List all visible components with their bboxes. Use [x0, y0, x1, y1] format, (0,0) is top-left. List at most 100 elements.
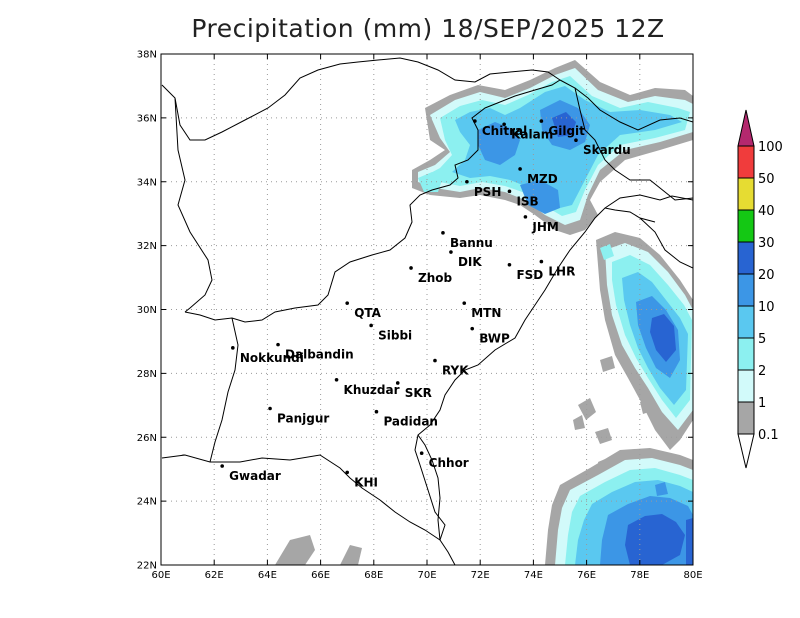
city-label: Padidan	[383, 415, 438, 429]
colorbar-box	[737, 337, 755, 371]
x-tick-label: 64E	[258, 570, 277, 581]
city-marker	[334, 377, 339, 382]
country-borders	[161, 57, 693, 565]
colorbar: 100 50 40 30 20 10 5 2 1 0.1	[737, 109, 783, 469]
colorbar-label: 40	[758, 204, 775, 219]
colorbar-label: 30	[758, 236, 775, 251]
city-marker	[268, 406, 272, 411]
india-china-border	[559, 79, 693, 131]
colorbar-box	[737, 177, 755, 211]
colorbar-label: 1	[758, 396, 766, 411]
city-marker	[539, 259, 544, 264]
y-axis: 22N 24N 26N 28N 30N 32N 34N 36N 38N	[137, 50, 693, 572]
city-marker	[433, 358, 437, 363]
y-tick-label: 22N	[137, 561, 157, 572]
city-marker	[441, 231, 445, 235]
city-label: BWP	[479, 332, 510, 346]
x-tick-label: 76E	[577, 570, 596, 581]
city-marker	[345, 470, 350, 475]
city-marker	[574, 138, 578, 143]
city-marker	[220, 464, 224, 468]
lat-lon-grid	[161, 54, 693, 565]
city-label: Kalam	[511, 127, 553, 141]
colorbar-label: 2	[758, 364, 766, 379]
city-label: Khuzdar	[344, 383, 400, 397]
chart-title: Precipitation (mm) 18/SEP/2025 12Z	[191, 14, 665, 43]
y-tick-label: 24N	[137, 497, 157, 508]
city-label: FSD	[516, 268, 543, 282]
colorbar-label: 50	[758, 172, 775, 187]
colorbar-label: 10	[758, 300, 775, 315]
y-tick-label: 26N	[137, 433, 157, 444]
city-marker	[419, 451, 424, 456]
city-label: JHM	[531, 220, 558, 234]
colorbar-label: 0.1	[758, 428, 779, 443]
city-label: PSH	[474, 185, 501, 199]
y-tick-label: 30N	[137, 305, 157, 316]
city-marker	[465, 179, 469, 184]
x-tick-label: 72E	[471, 570, 490, 581]
city-label: RYK	[442, 364, 469, 378]
x-tick-label: 62E	[205, 570, 224, 581]
colorbar-label: 100	[758, 140, 783, 155]
city-label: Sibbi	[378, 328, 412, 342]
city-label: QTA	[354, 306, 381, 320]
city-label: SKR	[405, 386, 432, 400]
city-label: DIK	[458, 255, 482, 269]
colorbar-box	[737, 273, 755, 307]
x-tick-label: 60E	[151, 570, 170, 581]
city-label: Chitral	[482, 124, 527, 138]
city-label: KHI	[354, 475, 378, 489]
colorbar-label: 5	[758, 332, 766, 347]
city-marker	[507, 189, 512, 194]
city-marker	[470, 326, 475, 331]
city-marker	[449, 250, 453, 254]
city-label: Chhor	[429, 456, 469, 470]
city-marker	[523, 215, 528, 219]
colorbar-bottom-triangle	[737, 433, 755, 469]
pakistan-iran-border	[209, 317, 239, 463]
x-tick-label: 66E	[311, 570, 330, 581]
city-marker	[473, 119, 477, 123]
x-tick-label: 80E	[683, 570, 702, 581]
city-label: ISB	[516, 194, 538, 208]
city-label: Skardu	[583, 143, 631, 157]
city-marker	[507, 262, 512, 267]
city-label: Nokkundi	[240, 351, 304, 365]
colorbar-label: 20	[758, 268, 775, 283]
city-marker	[395, 381, 400, 385]
city-marker	[369, 323, 373, 328]
city-label: MZD	[527, 172, 558, 186]
city-label: MTN	[471, 306, 501, 320]
x-tick-label: 70E	[417, 570, 436, 581]
y-tick-label: 36N	[137, 113, 157, 124]
city-label: Panjgur	[277, 412, 329, 426]
pakistan-west-border	[184, 79, 561, 323]
city-marker	[276, 342, 280, 347]
city-label: Gwadar	[229, 469, 281, 483]
colorbar-box	[737, 209, 755, 243]
colorbar-box	[737, 401, 755, 435]
city-label: Bannu	[450, 236, 493, 250]
city-marker	[345, 301, 350, 305]
colorbar-box	[737, 305, 755, 339]
city-marker	[502, 122, 506, 127]
city-marker	[539, 119, 544, 123]
city-label: Zhob	[418, 271, 452, 285]
city-label: LHR	[548, 265, 575, 279]
city-label: Dalbandin	[285, 348, 354, 362]
y-tick-label: 32N	[137, 241, 157, 252]
x-tick-label: 74E	[524, 570, 543, 581]
y-tick-label: 38N	[137, 50, 157, 61]
colorbar-box	[737, 369, 755, 403]
x-tick-label: 78E	[630, 570, 649, 581]
colorbar-box	[737, 145, 755, 179]
india-coast	[439, 539, 456, 565]
colorbar-box	[737, 241, 755, 275]
x-axis: 60E 62E 64E 66E 68E 70E 72E 74E 76E 78E 80E	[151, 54, 703, 581]
x-tick-label: 68E	[364, 570, 383, 581]
y-tick-label: 34N	[137, 177, 157, 188]
y-tick-label: 28N	[137, 369, 157, 380]
